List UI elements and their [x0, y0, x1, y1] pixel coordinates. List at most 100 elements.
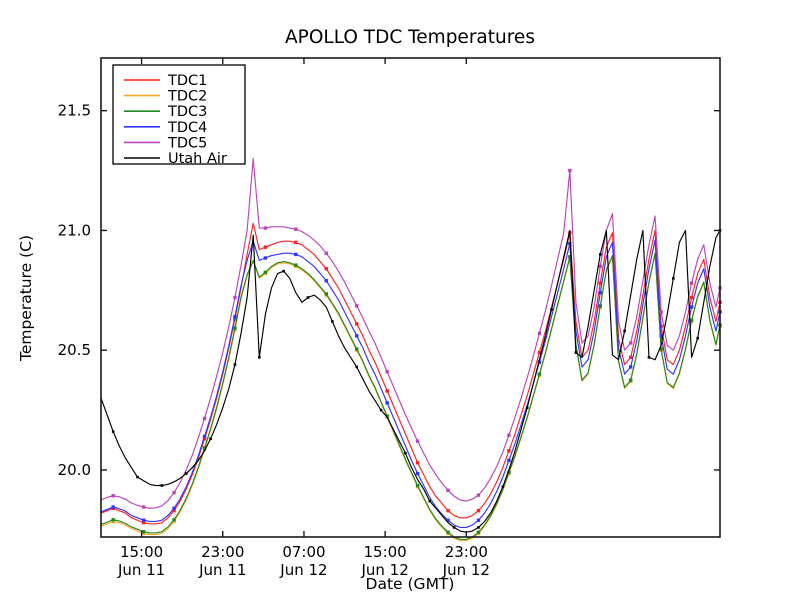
series-marker — [263, 245, 268, 249]
series-marker — [136, 475, 139, 479]
legend-label-utah-air: Utah Air — [168, 151, 227, 167]
series-marker — [233, 326, 237, 330]
series-marker — [446, 518, 450, 522]
series-marker — [141, 520, 146, 525]
series-marker — [160, 484, 164, 487]
series-marker — [184, 472, 188, 475]
series-marker — [415, 483, 420, 488]
legend-label-tdc3: TDC3 — [167, 104, 207, 120]
series-marker — [428, 499, 432, 503]
series-marker — [689, 318, 694, 322]
series-marker — [477, 526, 480, 529]
x-tick-label-time: 23:00 — [445, 543, 488, 561]
y-tick-label: 20.0 — [58, 461, 91, 479]
series-marker — [306, 296, 310, 299]
series-marker — [233, 363, 237, 366]
x-tick-label-date: Jun 12 — [360, 561, 408, 579]
series-marker — [537, 331, 542, 336]
series-marker — [141, 530, 146, 534]
series-marker — [202, 446, 207, 450]
axes-frame — [100, 57, 721, 538]
x-axis-title: Date (GMT) — [366, 575, 455, 593]
y-tick-label: 21.5 — [58, 102, 91, 120]
series-marker — [111, 518, 115, 522]
y-axis-title: Temperature (C) — [17, 235, 35, 362]
series-marker — [172, 518, 176, 522]
series-marker — [507, 458, 511, 463]
series-marker — [385, 401, 389, 405]
series-marker — [659, 347, 663, 351]
series-marker — [233, 314, 237, 319]
series-marker — [689, 305, 694, 309]
legend-label-tdc2: TDC2 — [167, 89, 207, 105]
series-marker — [537, 360, 542, 364]
series-marker — [446, 508, 450, 513]
series-marker — [476, 530, 481, 534]
series-marker — [141, 505, 146, 509]
series-marker — [659, 334, 663, 338]
series-marker — [696, 336, 699, 340]
series-marker — [629, 355, 633, 360]
x-tick-label-time: 15:00 — [120, 543, 163, 561]
series-marker — [501, 485, 505, 488]
series-marker — [202, 437, 207, 441]
series-marker — [647, 356, 651, 359]
x-tick-label-date: Jun 11 — [117, 561, 165, 579]
series-marker — [355, 334, 359, 338]
series-marker — [689, 295, 694, 300]
series-marker — [202, 416, 207, 421]
series-marker — [550, 308, 553, 311]
series-marker — [404, 451, 407, 455]
series-marker — [446, 530, 450, 534]
x-tick-label-date: Jun 11 — [198, 561, 246, 579]
series-marker — [172, 508, 176, 513]
series-marker — [355, 322, 359, 326]
series-marker — [355, 365, 359, 369]
series-marker — [415, 461, 420, 465]
series-marker — [659, 324, 663, 328]
series-group — [100, 158, 722, 542]
x-tick-label-time: 07:00 — [282, 543, 325, 561]
x-tick-label-time: 15:00 — [364, 543, 407, 561]
legend-label-tdc4: TDC4 — [167, 120, 207, 136]
series-marker — [385, 389, 389, 393]
series-marker — [355, 347, 359, 351]
series-marker — [598, 253, 602, 256]
series-marker — [294, 227, 298, 231]
series-marker — [209, 437, 212, 441]
series-marker — [659, 310, 663, 314]
series-marker — [537, 350, 542, 355]
series-marker — [507, 449, 511, 453]
series-marker — [568, 255, 572, 259]
series-marker — [507, 433, 511, 437]
series-marker — [476, 508, 481, 513]
series-marker — [476, 493, 481, 497]
legend-frame — [112, 64, 246, 165]
series-marker — [233, 295, 237, 300]
series-marker — [324, 251, 328, 255]
legend-label-tdc1: TDC1 — [167, 73, 207, 89]
x-tick-label-date: Jun 12 — [442, 561, 490, 579]
series-marker — [355, 304, 359, 308]
series-marker — [111, 505, 115, 509]
legend-label-tdc5: TDC5 — [167, 135, 207, 151]
series-marker — [568, 241, 572, 246]
series-marker — [689, 281, 694, 285]
series-marker — [202, 434, 207, 439]
series-marker — [111, 430, 115, 433]
series-marker — [629, 378, 633, 382]
series-marker — [525, 406, 529, 409]
series-marker — [258, 356, 261, 359]
series-marker — [172, 506, 176, 510]
series-marker — [141, 518, 146, 522]
x-tick-label-time: 23:00 — [201, 543, 244, 561]
series-marker — [111, 494, 115, 498]
series-marker — [574, 351, 578, 354]
series-marker — [598, 281, 602, 285]
y-axis-ticks: 20.0 20.5 21.0 21.5 — [58, 102, 720, 479]
series-line-utah-air — [100, 229, 721, 533]
